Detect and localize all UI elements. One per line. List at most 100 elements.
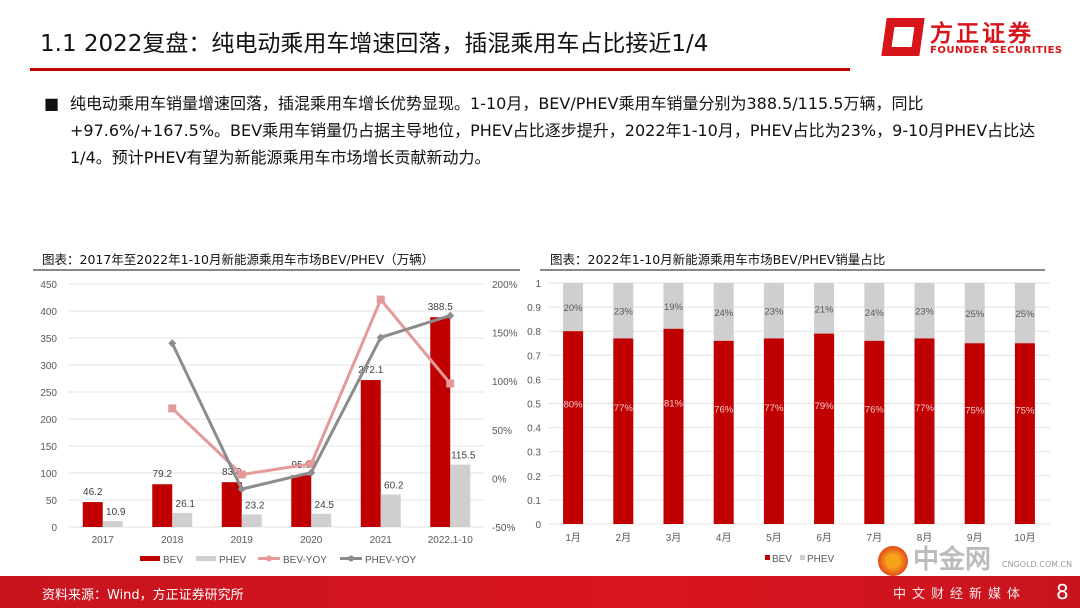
legend-swatch — [140, 556, 160, 561]
legend-label: PHEV — [807, 554, 835, 565]
x-tick-label: 7月 — [867, 532, 883, 544]
bev-yoy-marker — [168, 404, 177, 413]
summary-text: 纯电动乘用车销量增速回落，插混乘用车增长优势显现。1-10月，BEV/PHEV乘… — [70, 94, 1036, 167]
bev-bar — [864, 340, 885, 524]
phev-bar — [1014, 283, 1035, 344]
bev-bar — [82, 502, 103, 527]
y-tick-label: 0.1 — [527, 496, 541, 507]
bev-data-label: 77% — [915, 403, 935, 414]
bev-data-label: 81% — [664, 398, 684, 409]
y-tick-label: 250 — [40, 388, 57, 399]
bev-bar — [814, 333, 835, 524]
bev-data-label: 83.0 — [222, 467, 242, 478]
phev-bar — [241, 514, 262, 527]
logo-text-cn: 方正证券 — [930, 21, 1034, 47]
y-tick-label: 0.9 — [527, 303, 541, 314]
bev-bar — [713, 340, 734, 524]
legend-marker — [348, 555, 354, 562]
cngold-logo-icon — [878, 546, 908, 576]
bev-data-label: 79% — [815, 401, 835, 412]
bev-data-label: 46.2 — [83, 487, 103, 498]
bev-data-label: 77% — [764, 403, 784, 414]
phev-bar — [663, 283, 684, 329]
y-tick-label: 0.5 — [527, 400, 541, 411]
x-tick-label: 9月 — [967, 532, 983, 544]
phev-data-label: 60.2 — [384, 480, 404, 491]
watermark-slogan: 中文财经新媒体 — [893, 587, 1027, 602]
phev-data-label: 26.1 — [176, 499, 196, 510]
phev-data-label: 24% — [714, 308, 734, 319]
phev-bar — [864, 283, 885, 341]
phev-data-label: 23% — [764, 307, 784, 318]
legend-swatch — [800, 555, 805, 560]
phev-bar — [964, 283, 985, 344]
founder-securities-logo: 方正证券 FOUNDER SECURITIES — [880, 16, 1062, 60]
y2-tick-label: 200% — [492, 280, 518, 291]
legend-label: PHEV — [219, 555, 247, 566]
legend-label: BEV-YOY — [283, 555, 327, 566]
x-tick-label: 10月 — [1014, 532, 1035, 544]
bev-bar — [152, 484, 173, 527]
phev-yoy-marker — [376, 333, 385, 342]
bev-data-label: 79.2 — [153, 469, 173, 480]
phev-data-label: 21% — [815, 304, 835, 315]
phev-bar — [380, 494, 401, 527]
phev-yoy-marker — [307, 468, 316, 477]
legend-swatch — [765, 555, 770, 560]
legend-label: BEV — [772, 554, 792, 565]
bev-yoy-marker — [237, 470, 246, 479]
phev-bar — [814, 283, 835, 334]
y2-tick-label: 0% — [492, 474, 507, 485]
bev-yoy-marker — [446, 379, 455, 388]
x-tick-label: 3月 — [666, 532, 682, 544]
phev-yoy-marker — [446, 311, 455, 320]
phev-data-label: 24% — [865, 308, 885, 319]
y-tick-label: 0.6 — [527, 375, 541, 386]
phev-yoy-marker — [237, 485, 246, 494]
x-tick-label: 2022.1-10 — [428, 535, 473, 546]
phev-data-label: 25% — [1015, 309, 1035, 320]
bev-data-label: 77% — [614, 403, 634, 414]
phev-bar — [914, 283, 935, 339]
bev-bar — [221, 482, 242, 527]
bev-bar — [430, 317, 451, 527]
x-tick-label: 2月 — [616, 532, 632, 544]
legend-marker — [266, 555, 272, 562]
y-tick-label: 400 — [40, 307, 57, 318]
phev-bar — [713, 283, 734, 341]
y-tick-label: 0.4 — [527, 424, 541, 435]
phev-data-label: 23% — [915, 307, 935, 318]
bev-data-label: 80% — [564, 400, 584, 411]
y-tick-label: 350 — [40, 334, 57, 345]
y2-tick-label: 100% — [492, 377, 518, 388]
bev-bar — [613, 338, 634, 524]
y2-tick-label: 50% — [492, 426, 512, 437]
x-tick-label: 2019 — [231, 535, 254, 546]
bev-data-label: 76% — [714, 404, 734, 415]
y-tick-label: 0.3 — [527, 448, 541, 459]
x-tick-label: 5月 — [766, 532, 782, 544]
y2-tick-label: 150% — [492, 329, 518, 340]
phev-bar — [450, 464, 471, 527]
phev-data-label: 23% — [614, 307, 634, 318]
title-divider — [30, 68, 850, 71]
x-tick-label: 2017 — [92, 535, 115, 546]
bev-yoy-marker — [376, 295, 385, 304]
x-tick-label: 4月 — [716, 532, 732, 544]
bev-bar — [964, 343, 985, 524]
bev-bar — [663, 328, 684, 524]
summary-bullet: ■ 纯电动乘用车销量增速回落，插混乘用车增长优势显现。1-10月，BEV/PHE… — [44, 90, 1044, 171]
legend-label: BEV — [163, 555, 183, 566]
x-tick-label: 2020 — [300, 535, 323, 546]
x-tick-label: 8月 — [917, 532, 933, 544]
bev-bar — [360, 380, 381, 527]
legend-label: PHEV-YOY — [365, 555, 416, 566]
bev-bar — [1014, 343, 1035, 524]
phev-data-label: 24.5 — [315, 500, 335, 511]
phev-yoy-marker — [168, 339, 177, 348]
chart2-title-rule — [540, 269, 1045, 271]
phev-data-label: 115.5 — [451, 451, 476, 462]
bev-data-label: 388.5 — [428, 302, 453, 313]
